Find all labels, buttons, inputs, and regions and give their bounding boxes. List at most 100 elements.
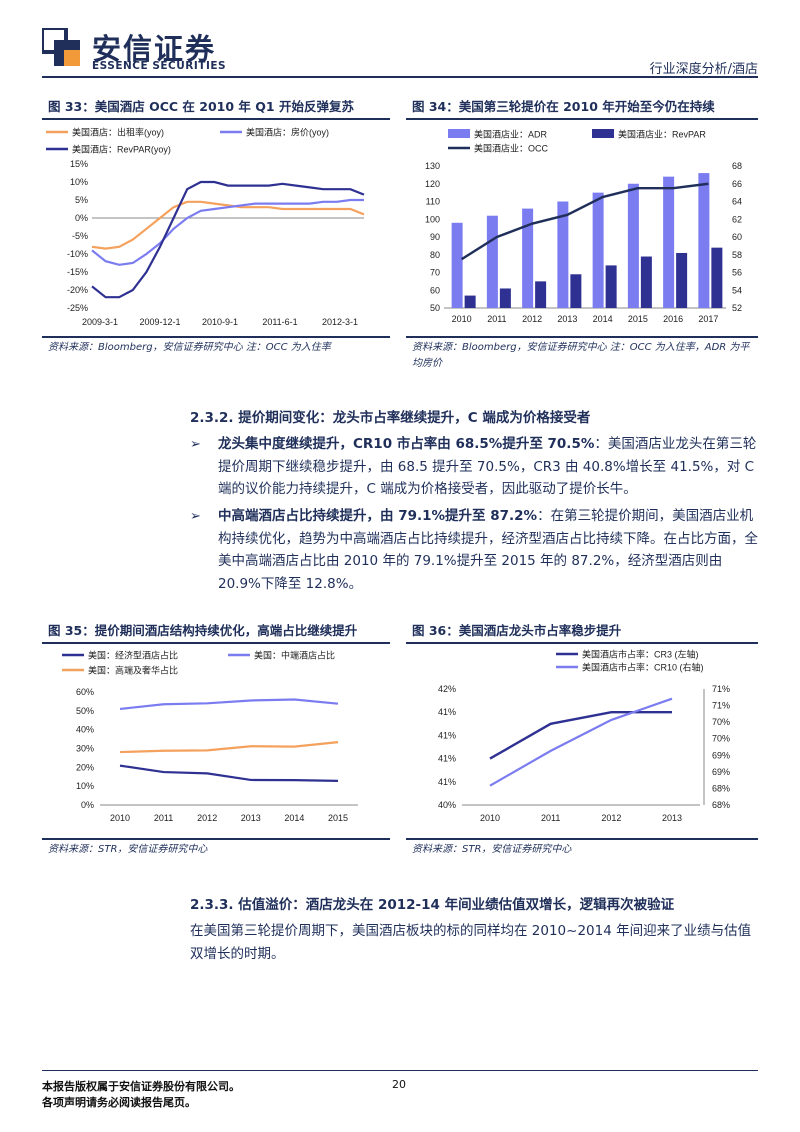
bullet-1-lead: 龙头集中度继续提升，CR10 市占率由 68.5%提升至 70.5% [218,436,595,452]
fig36-cr3-line [489,710,672,760]
fig34-x-tick: 2015 [628,314,648,324]
fig34-bottom-rule [406,336,758,338]
fig33-series-line-1 [91,198,364,266]
fig34-y-tick-right: 64 [732,197,742,207]
fig33-legend-1-label: 美国酒店：房价(yoy) [246,127,329,138]
fig35-y-tick: 30% [76,744,94,754]
fig35-x-tick: 2010 [110,813,130,823]
section-2-3-3-paragraph: 在美国第三轮提价周期下，美国酒店板块的标的同样均在 2010~2014 年间迎来… [190,923,752,962]
fig33-y-tick: 0% [75,213,88,223]
fig34-y-tick-right: 60 [732,232,742,242]
fig35-source: 资料来源：STR，安信证券研究中心 [48,844,208,855]
fig34-y-tick-left: 130 [425,161,440,171]
company-name-cn: 安信证券 [92,32,217,66]
fig33-y-tick: -20% [67,285,88,295]
section-2-3-2-title: 2.3.2. 提价期间变化：龙头市占率继续提升，C 端成为价格接受者 [190,410,591,426]
fig34-y-tick-right: 62 [732,214,742,224]
fig33-title: 图 33：美国酒店 OCC 在 2010 年 Q1 开始反弹复苏 [48,99,354,114]
fig35-legend-1-label: 美国：中端酒店占比 [254,650,335,661]
fig36-x-tick: 2012 [601,813,621,823]
fig36-y-tick-right: 68% [712,800,730,810]
fig33-x-tick: 2009-3-1 [82,317,118,327]
fig34-source: 资料来源：Bloomberg，安信证券研究中心 注：OCC 为入住率，ADR 为… [412,342,750,369]
bullet-2-lead: 中高端酒店占比持续提升，由 79.1%提升至 87.2% [218,508,538,524]
footer-disclaimer: 各项声明请务必阅读报告尾页。 [42,1096,196,1109]
fig36-y-tick-left: 42% [438,684,456,694]
fig35-y-tick: 0% [81,800,94,810]
fig36-y-tick-right: 70% [712,734,730,744]
fig34-bar-revpar [570,274,582,308]
fig36-chart: 美国酒店市占率：CR3 (左轴) 美国酒店市占率：CR10 (右轴) 42% 41% 4… [438,649,730,824]
fig34-y-tick-left: 120 [425,179,440,189]
fig34-bar-revpar [499,288,511,308]
fig34-y-tick-right: 52 [732,303,742,313]
bullet-2-text: ：在第三轮提价期间，美国酒店业机构持续优化，趋势为中高端酒店占比持续提升，经济型… [218,508,758,592]
fig34-x-tick: 2013 [557,314,577,324]
fig33-x-tick: 2011-6-1 [262,317,297,327]
fig34-bar-adr [663,176,675,308]
fig33-rule [42,118,390,120]
bullet-arrow-icon: ➢ [190,437,201,452]
fig34-legend-0-label: 美国酒店业：ADR [474,129,548,140]
fig36-bottom-rule [406,838,758,840]
fig33-y-tick: -25% [67,303,88,313]
fig35-series-line-1 [119,698,339,711]
fig34-y-tick-right: 68 [732,161,742,171]
fig36-y-tick-left: 40% [438,800,456,810]
company-logo [42,28,80,66]
fig36-legend-0-label: 美国酒店市占率：CR3 (左轴) [582,649,699,660]
fig34-x-tick: 2012 [522,314,542,324]
page-number: 20 [392,1078,406,1091]
fig34-y-tick-right: 66 [732,179,742,189]
report-category: 行业深度分析/酒店 [649,62,758,77]
fig33-y-tick: -10% [67,249,88,259]
fig35-series-line-2 [119,741,339,754]
fig34-bar-adr [557,201,569,308]
fig33-y-tick: -5% [72,231,88,241]
section-2-3-3-title: 2.3.3. 估值溢价：酒店龙头在 2012-14 年间业绩估值双增长，逻辑再次… [190,897,675,913]
fig34-y-tick-left: 70 [430,268,440,278]
fig34-legend-2-label: 美国酒店业：OCC [474,143,549,154]
bullet-paragraph-1: 龙头集中度继续提升，CR10 市占率由 68.5%提升至 70.5%：美国酒店业… [218,433,762,501]
fig35-x-tick: 2014 [284,813,304,823]
fig35-legend-0-label: 美国：经济型酒店占比 [88,650,178,661]
fig34-y-tick-left: 110 [426,197,440,207]
fig36-y-tick-left: 41% [438,707,456,717]
footer-copyright: 本报告版权属于安信证券股份有限公司。 [42,1080,240,1093]
fig34-y-tick-right: 58 [732,250,742,260]
fig34-bar-revpar [711,247,723,308]
fig33-chart: 美国酒店：出租率(yoy) 美国酒店：房价(yoy) 美国酒店：RevPAR(yoy… [46,127,365,327]
fig34-bar-adr [486,215,498,308]
fig34-bar-revpar [605,265,617,308]
fig34-bar-revpar [535,281,547,308]
fig34-legend-1-swatch [592,129,614,138]
fig34-x-tick: 2014 [593,314,613,324]
fig34-bar-adr [627,183,639,308]
fig36-legend-1-label: 美国酒店市占率：CR10 (右轴) [582,662,704,673]
fig34-y-tick-left: 90 [430,232,440,242]
fig36-y-tick-left: 41% [438,730,456,740]
fig34-y-tick-left: 60 [430,285,440,295]
fig34-bar-adr [698,173,710,308]
fig33-x-tick: 2010-9-1 [202,317,238,327]
fig34-bar-adr [592,192,604,308]
fig35-rule [42,642,390,644]
fig34-x-tick: 2017 [698,314,718,324]
fig33-x-tick: 2012-3-1 [322,317,358,327]
fig35-x-tick: 2012 [197,813,217,823]
fig36-y-tick-right: 71% [712,701,730,711]
fig34-bar-adr [522,208,534,308]
fig33-y-tick: 15% [70,159,88,169]
fig35-y-tick: 20% [76,762,94,772]
fig35-y-tick: 60% [76,687,94,697]
fig36-y-tick-right: 69% [712,750,730,760]
fig34-bar-revpar [676,252,688,308]
fig34-bar-revpar [640,256,652,308]
fig34-legend-1-label: 美国酒店业：RevPAR [618,129,706,140]
fig36-y-tick-right: 69% [712,767,730,777]
fig34-x-tick: 2010 [452,314,472,324]
fig34-y-tick-right: 56 [732,268,742,278]
fig34-x-tick: 2011 [487,314,506,324]
fig34-occ-line [460,182,709,261]
